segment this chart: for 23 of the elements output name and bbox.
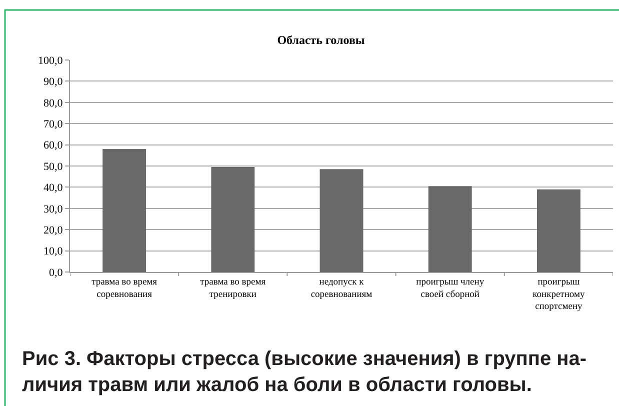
text: Рис 3. Факторы стресса (высокие значения) в группе на- личия травм или жалоб на боли в области головы.	[22, 348, 586, 396]
y-tick-label: 50,0	[44, 160, 64, 173]
x-tick-label: проигрыш конкретному спортсмену	[532, 277, 586, 312]
x-tick-label: проигрыш члену своей сборной	[416, 277, 484, 300]
y-tick-label: 70,0	[44, 118, 64, 130]
y-tick-label: 0,0	[49, 266, 64, 279]
y-tick-label: 100,0	[38, 54, 64, 67]
y-tick-label: 20,0	[44, 224, 64, 236]
bar	[211, 167, 255, 272]
bar	[428, 186, 472, 272]
y-tick-label: 90,0	[44, 76, 64, 88]
bar	[102, 149, 146, 272]
y-tick-label: 60,0	[44, 140, 64, 152]
y-tick-label: 30,0	[44, 203, 64, 216]
bar	[320, 169, 364, 272]
x-tick-label: травма во время тренировки	[200, 277, 266, 300]
bar	[536, 189, 580, 272]
chart-title: Область головы	[277, 33, 366, 48]
y-tick-label: 10,0	[44, 246, 64, 258]
y-tick-label: 40,0	[44, 182, 64, 194]
x-tick-label: травма во время соревнования	[92, 277, 158, 300]
y-tick-label: 80,0	[44, 97, 64, 110]
x-tick-label: недопуск к соревнованиям	[310, 277, 372, 300]
